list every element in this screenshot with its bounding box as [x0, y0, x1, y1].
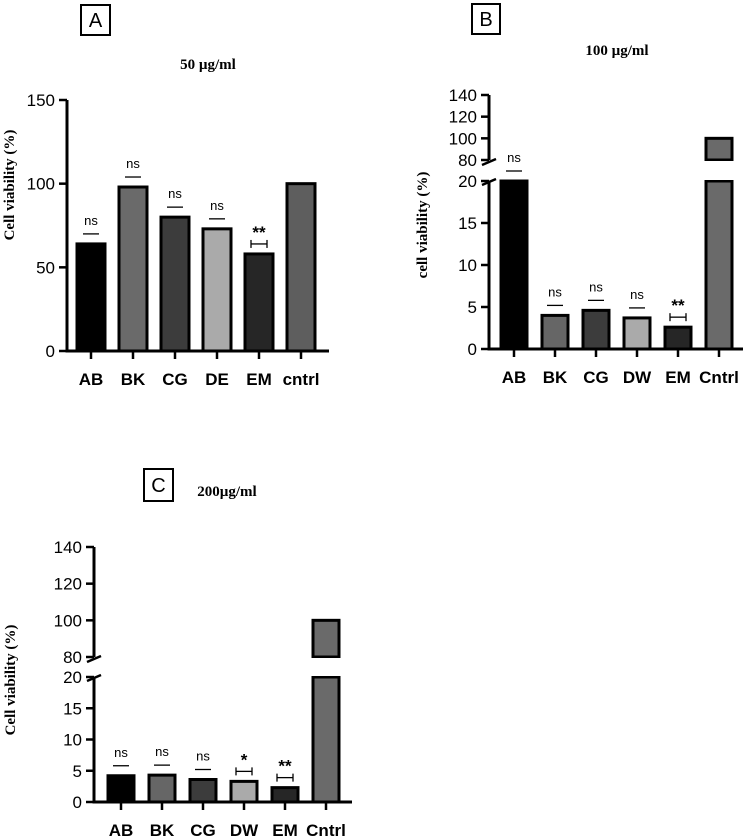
- panel-b-bar-dw: [622, 316, 652, 351]
- panel-b-axis-break-upper: [481, 157, 497, 167]
- panel-a-xtick-de: DE: [205, 370, 229, 389]
- panel-b-bar-bk: [540, 313, 570, 351]
- panel-b-bar-ab: [499, 179, 529, 351]
- panel-c-xtick-cg: CG: [190, 821, 216, 836]
- panel-c-ytick-120: 120: [54, 575, 82, 594]
- panel-b-ytick-120: 120: [449, 108, 477, 127]
- panel-b: B 100 µg/ml cell viability (%) AB ns BK ns CG ns…: [415, 3, 743, 387]
- panel-c-sig-dw: *: [241, 750, 248, 769]
- panel-b-ytick-15: 15: [458, 214, 477, 233]
- panel-c-ylabel: Cell viability (%): [3, 625, 19, 736]
- panel-b-xtick-dw: DW: [623, 368, 652, 387]
- panel-c-ytick-10: 10: [63, 731, 82, 750]
- panel-c-xtick-ab: AB: [109, 821, 134, 836]
- panel-c-xtick-dw: DW: [230, 821, 259, 836]
- panel-a-letter: A: [89, 10, 103, 32]
- panel-b-title: 100 µg/ml: [585, 43, 648, 59]
- panel-b-letter: B: [479, 9, 492, 31]
- panel-c-bar-em: [270, 786, 300, 804]
- panel-b-bar-cntrl-upper: [704, 136, 734, 162]
- panel-a-xtick-cg: CG: [162, 370, 188, 389]
- panel-a-bar-ab: [75, 242, 107, 353]
- panel-c-sig-ab: ns: [114, 745, 128, 760]
- panel-c-title: 200µg/ml: [197, 484, 256, 500]
- panel-c-ytick-15: 15: [63, 699, 82, 718]
- panel-a-bar-de: [201, 227, 233, 353]
- panel-b-ytick-80: 80: [458, 151, 477, 170]
- panel-c-bar-bk: [147, 773, 177, 804]
- panel-a-bar-cntrl: [285, 182, 317, 353]
- panel-b-bar-break-cntrl: [703, 161, 735, 180]
- panel-b-xtick-bk: BK: [543, 368, 568, 387]
- panel-a-title: 50 µg/ml: [180, 57, 236, 73]
- panel-a-ytick-50: 50: [36, 258, 55, 277]
- panel-a-bar-em: [243, 252, 275, 353]
- panel-b-ytick-100: 100: [449, 129, 477, 148]
- panel-c-ytick-5: 5: [73, 762, 82, 781]
- panel-c-letter-box: [143, 468, 174, 502]
- panel-b-xtick-em: EM: [665, 368, 691, 387]
- panel-b-ytick-0: 0: [468, 340, 477, 359]
- panel-b-ylabel: cell viability (%): [415, 172, 431, 279]
- panel-b-ytick-20: 20: [458, 172, 477, 191]
- panel-b-sig-cg: ns: [589, 279, 603, 294]
- panel-a-ytick-150: 150: [27, 91, 55, 110]
- panel-a-bar-cg: [159, 215, 191, 353]
- panel-a-sig-em: **: [252, 223, 266, 242]
- panel-c-sig-em: **: [278, 757, 292, 776]
- panel-b-ytick-140: 140: [449, 86, 477, 105]
- panel-c-xtick-bk: BK: [150, 821, 175, 836]
- panel-b-letter-box: [471, 3, 501, 35]
- panel-a-xtick-ab: AB: [79, 370, 104, 389]
- panel-b-sig-dw: ns: [630, 287, 644, 302]
- panel-b-sig-em: **: [671, 296, 685, 315]
- panel-a-xtick-cntrl: cntrl: [283, 370, 320, 389]
- panel-a-ytick-0: 0: [46, 342, 55, 361]
- panel-a-sig-ab: ns: [84, 213, 98, 228]
- panel-c-bar-cntrl: [311, 675, 341, 804]
- panel-c-bar-dw: [229, 779, 259, 804]
- panel-b-xtick-cntrl: Cntrl: [699, 368, 739, 387]
- panel-a-sig-de: ns: [210, 198, 224, 213]
- panel-c-axis-break-upper: [86, 654, 102, 664]
- panel-c-sig-bk: ns: [155, 744, 169, 759]
- panel-b-ytick-10: 10: [458, 256, 477, 275]
- panel-a-ytick-100: 100: [27, 175, 55, 194]
- panel-c-ytick-100: 100: [54, 611, 82, 630]
- panel-b-bar-em: [663, 325, 693, 351]
- panel-c-xtick-cntrl: Cntrl: [306, 821, 346, 836]
- panel-a-sig-cg: ns: [168, 186, 182, 201]
- panel-b-sig-bk: ns: [548, 284, 562, 299]
- panel-c-bar-break-cntrl: [310, 658, 342, 676]
- panel-c-bar-cntrl-upper: [311, 618, 341, 659]
- panel-c: C 200µg/ml Cell viability (%) AB ns BK ns CG ns D…: [3, 468, 352, 836]
- panel-c-bar-cg: [188, 778, 218, 804]
- panel-c-letter: C: [151, 475, 165, 497]
- panel-a-sig-bk: ns: [126, 156, 140, 171]
- panel-c-sig-cg: ns: [196, 749, 210, 764]
- panel-b-sig-ab: ns: [507, 150, 521, 165]
- panel-c-ytick-140: 140: [54, 538, 82, 557]
- panel-a-xtick-em: EM: [246, 370, 272, 389]
- panel-b-xtick-ab: AB: [502, 368, 527, 387]
- panel-c-bar-ab: [106, 774, 136, 804]
- panel-a-ylabel: Cell viability (%): [2, 130, 18, 241]
- panel-c-ytick-80: 80: [63, 648, 82, 667]
- panel-c-xtick-em: EM: [272, 821, 298, 836]
- panel-c-ytick-20: 20: [63, 668, 82, 687]
- panel-b-bar-cg: [581, 308, 611, 351]
- panel-a-letter-box: [80, 4, 111, 36]
- panel-a-xtick-bk: BK: [121, 370, 146, 389]
- panel-c-ytick-0: 0: [73, 793, 82, 812]
- panel-b-bar-cntrl: [704, 179, 734, 351]
- panel-b-xtick-cg: CG: [583, 368, 609, 387]
- panel-a: A 50 µg/ml Cell viability (%) AB ns BK ns CG ns D…: [2, 4, 329, 389]
- panel-b-ytick-5: 5: [468, 298, 477, 317]
- panel-a-bar-bk: [117, 185, 149, 353]
